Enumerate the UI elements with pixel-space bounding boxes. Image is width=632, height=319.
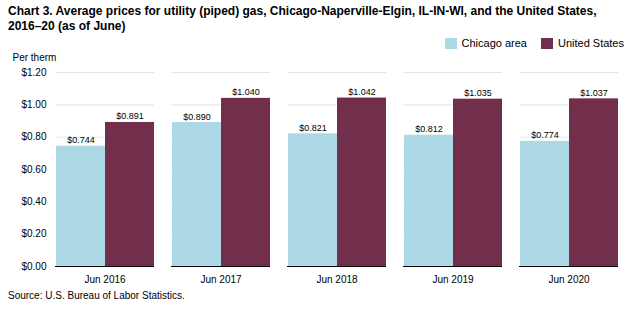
svg-text:$0.812: $0.812: [415, 124, 443, 134]
svg-text:$0.20: $0.20: [21, 228, 46, 239]
svg-text:$0.744: $0.744: [67, 135, 95, 145]
svg-text:$0.00: $0.00: [21, 261, 46, 272]
svg-text:$0.40: $0.40: [21, 196, 46, 207]
svg-text:Per therm: Per therm: [13, 52, 57, 63]
svg-text:$1.20: $1.20: [21, 67, 46, 78]
html-text:Chart 3. Average prices for ut: Chart 3. Average prices for utility (pip…: [8, 4, 597, 33]
svg-text:$1.00: $1.00: [21, 99, 46, 110]
svg-text:$0.60: $0.60: [21, 164, 46, 175]
svg-text:Jun 2018: Jun 2018: [316, 274, 358, 285]
svg-text:$0.891: $0.891: [116, 111, 144, 121]
svg-text:$1.037: $1.037: [580, 88, 608, 98]
svg-text:Jun 2016: Jun 2016: [84, 274, 126, 285]
svg-text:Jun 2017: Jun 2017: [200, 274, 242, 285]
svg-text:Jun 2020: Jun 2020: [548, 274, 590, 285]
html-text:Source: U.S. Bureau of Labor S: Source: U.S. Bureau of Labor Statistics.: [8, 290, 185, 301]
svg-text:$1.042: $1.042: [348, 87, 376, 97]
html-text:United States: United States: [558, 37, 624, 49]
svg-text:$0.80: $0.80: [21, 131, 46, 142]
svg-text:Jun 2019: Jun 2019: [432, 274, 474, 285]
svg-text:$0.821: $0.821: [299, 123, 327, 133]
svg-text:$0.774: $0.774: [531, 130, 559, 140]
svg-text:$0.890: $0.890: [183, 112, 211, 122]
html-text:Chicago area: Chicago area: [461, 37, 527, 49]
svg-text:$1.040: $1.040: [232, 87, 260, 97]
svg-text:$1.035: $1.035: [464, 88, 492, 98]
